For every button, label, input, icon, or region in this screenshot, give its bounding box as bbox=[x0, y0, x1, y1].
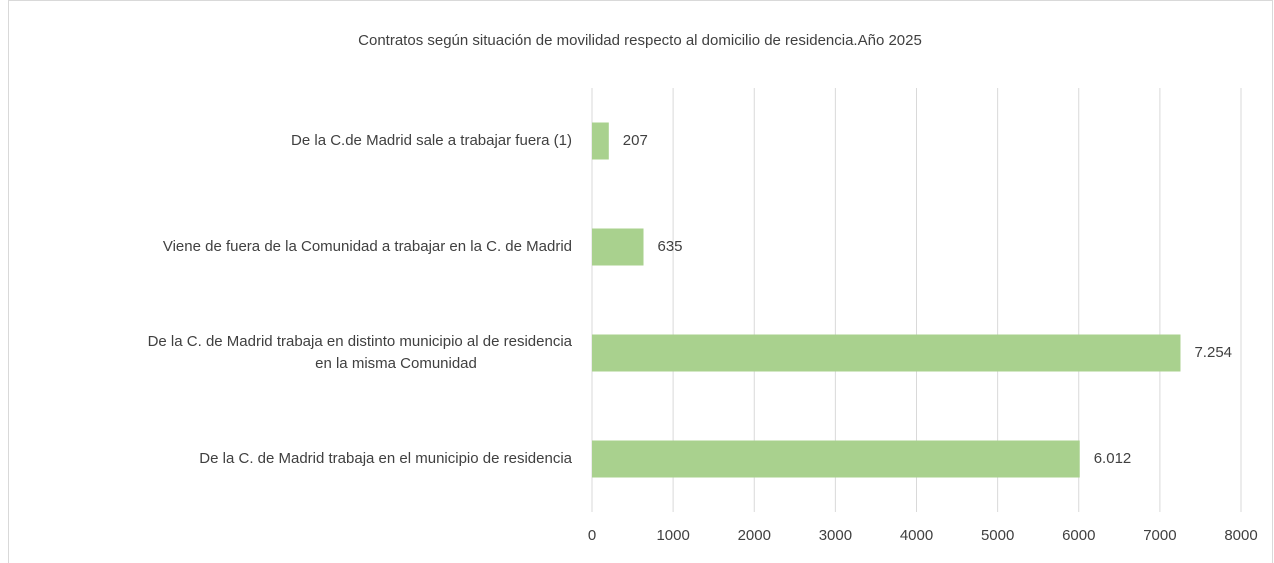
data-label: 7.254 bbox=[1194, 344, 1232, 361]
label-line: en la misma Comunidad bbox=[315, 355, 477, 372]
data-label: 635 bbox=[658, 238, 683, 255]
x-tick-label: 6000 bbox=[1062, 527, 1095, 544]
chart-title: Contratos según situación de movilidad r… bbox=[358, 32, 922, 49]
x-tick-label: 1000 bbox=[656, 527, 689, 544]
label-line: De la C. de Madrid trabaja en distinto m… bbox=[148, 333, 573, 350]
data-label: 6.012 bbox=[1094, 450, 1132, 467]
x-tick-label: 8000 bbox=[1224, 527, 1257, 544]
y-tick-label: De la C.de Madrid sale a trabajar fuera … bbox=[291, 132, 572, 149]
bar bbox=[592, 334, 1181, 372]
label-line: De la C. de Madrid trabaja en el municip… bbox=[199, 450, 572, 467]
data-label: 207 bbox=[623, 132, 648, 149]
x-tick-label: 5000 bbox=[981, 527, 1014, 544]
y-tick-label: De la C. de Madrid trabaja en distinto m… bbox=[148, 333, 573, 372]
x-tick-label: 2000 bbox=[738, 527, 771, 544]
x-tick-label: 7000 bbox=[1143, 527, 1176, 544]
chart-frame bbox=[8, 0, 1273, 563]
label-line: De la C.de Madrid sale a trabajar fuera … bbox=[291, 132, 572, 149]
label-line: Viene de fuera de la Comunidad a trabaja… bbox=[163, 238, 572, 255]
bar bbox=[592, 122, 609, 160]
bar bbox=[592, 440, 1080, 478]
y-tick-label: De la C. de Madrid trabaja en el municip… bbox=[199, 450, 572, 467]
x-tick-label: 0 bbox=[588, 527, 596, 544]
y-tick-label: Viene de fuera de la Comunidad a trabaja… bbox=[163, 238, 572, 255]
x-tick-label: 4000 bbox=[900, 527, 933, 544]
bar bbox=[592, 228, 644, 266]
x-tick-label: 3000 bbox=[819, 527, 852, 544]
